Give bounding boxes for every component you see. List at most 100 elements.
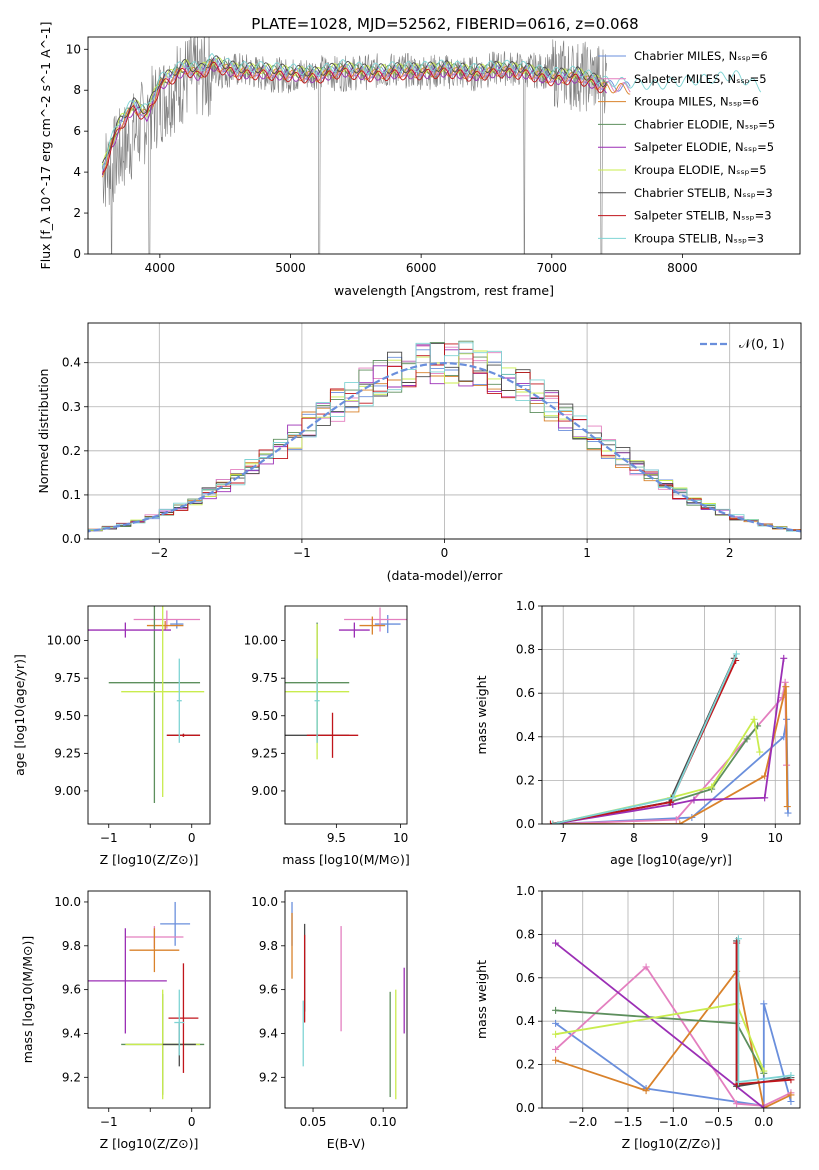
- y-tick-label: 9.25: [54, 746, 81, 760]
- weight-marker: [552, 1056, 560, 1064]
- y-axis-label: Normed distribution: [36, 369, 51, 494]
- x-axis-label: mass [log10(M/M⊙)]: [282, 852, 410, 867]
- weight-marker: [750, 715, 758, 723]
- weight-vs-age-panel: 7 8 9 10 0.0 0.2 0.4 0.6 0.8 1.0 age [log10(age/yr…: [474, 599, 801, 867]
- x-tick-label: 8: [630, 831, 638, 845]
- y-axis-label: mass [log10(M/M⊙)]: [20, 936, 35, 1064]
- x-tick-label: 2: [726, 546, 734, 560]
- axes-frame: [87, 36, 801, 255]
- mass-vs-ebv-panel: 0.05 0.10 9.2 9.4 9.6 9.8 10.0 E(B-V): [251, 890, 408, 1151]
- weight-marker: [734, 1078, 742, 1086]
- weight-marker: [669, 794, 677, 802]
- x-tick-label: −1: [100, 1115, 118, 1129]
- y-tick-label: 10.00: [47, 634, 81, 648]
- plot-area: [88, 340, 801, 534]
- weight-marker: [787, 1097, 795, 1105]
- y-tick-label: 0.2: [62, 444, 81, 458]
- y-axis-label: age [log10(age/yr)]: [12, 654, 27, 776]
- x-tick-label: 0: [441, 546, 449, 560]
- weight-marker: [756, 748, 764, 756]
- y-tick-label: 9.00: [251, 784, 278, 798]
- y-axis-label: Flux [f_λ 10^-17 erg cm^-2 s^-1 A^-1]: [38, 22, 53, 270]
- weight-marker: [780, 654, 788, 662]
- y-axis-label: mass weight: [474, 675, 489, 754]
- y-tick-label: 0.6: [516, 686, 535, 700]
- weight-marker: [690, 796, 698, 804]
- axes-frame: [87, 605, 211, 825]
- spectrum-legend: Chabrier MILES, Nₛₛₚ=6 Salpeter MILES, Nₛ…: [598, 49, 775, 245]
- y-tick-label: 9.4: [259, 1026, 278, 1040]
- x-tick-label: 0.05: [300, 1115, 327, 1129]
- x-tick-label: 10: [393, 831, 408, 845]
- y-tick-label: 9.2: [62, 1070, 81, 1084]
- age-vs-mass-panel: 9.5 10 9.00 9.25 9.50 9.75 10.00 mass [log10(M/…: [244, 605, 410, 867]
- legend-label: Kroupa MILES, Nₛₛₚ=6: [634, 95, 759, 109]
- y-tick-label: 0.3: [62, 400, 81, 414]
- y-tick-label: 9.25: [251, 746, 278, 760]
- weight-marker: [732, 650, 740, 658]
- weight-marker: [761, 794, 769, 802]
- model-line-6: [101, 55, 607, 164]
- axes-frame: [87, 322, 802, 540]
- weight-line-3: [552, 725, 759, 824]
- y-tick-label: 6: [73, 124, 81, 138]
- x-tick-label: −0.5: [704, 1115, 733, 1129]
- weight-marker: [676, 820, 684, 824]
- weight-marker: [787, 1071, 795, 1079]
- axes-frame: [541, 890, 801, 1109]
- legend-label: Chabrier STELIB, Nₛₛₚ=3: [634, 186, 773, 200]
- y-tick-label: 1.0: [516, 884, 535, 898]
- y-tick-label: 9.2: [259, 1070, 278, 1084]
- plot-area: [88, 901, 205, 1100]
- weight-line-8: [552, 653, 738, 824]
- weight-marker: [782, 683, 790, 691]
- weight-marker: [552, 1045, 560, 1053]
- weight-marker: [667, 798, 675, 806]
- weight-marker: [781, 678, 789, 686]
- y-tick-label: 9.4: [62, 1026, 81, 1040]
- weight-vs-z-panel: −2.0 −1.5 −1.0 −0.5 0.0 0.0 0.2 0.4 0.6 0.8 1.0 Z […: [474, 884, 801, 1151]
- legend-label: Chabrier MILES, Nₛₛₚ=6: [634, 49, 768, 63]
- y-tick-label: 2: [73, 206, 81, 220]
- weight-marker: [642, 1087, 650, 1095]
- x-tick-label: 6000: [406, 261, 437, 275]
- y-tick-label: 0.0: [516, 817, 535, 831]
- legend-label: Kroupa ELODIE, Nₛₛₚ=5: [634, 163, 767, 177]
- residuals-panel: −2 −1 0 1 2 0.0 0.1 0.2 0.3 0.4 (data-model)/error…: [36, 322, 802, 583]
- legend-label: Salpeter STELIB, Nₛₛₚ=3: [634, 209, 772, 223]
- plot-area: [101, 37, 762, 254]
- gaussian-curve: [88, 361, 801, 533]
- x-tick-label: 0.10: [370, 1115, 397, 1129]
- y-tick-label: 9.50: [251, 709, 278, 723]
- axes-frame: [284, 890, 408, 1109]
- weight-marker: [760, 1000, 768, 1008]
- y-tick-label: 0.2: [516, 1058, 535, 1072]
- y-tick-label: 0.4: [62, 356, 81, 370]
- y-tick-label: 0.4: [516, 1014, 535, 1028]
- x-axis-label: (data-model)/error: [387, 568, 504, 583]
- weight-marker: [760, 1067, 768, 1075]
- x-tick-label: −2: [150, 546, 168, 560]
- y-tick-label: 0.1: [62, 488, 81, 502]
- y-tick-label: 9.6: [62, 983, 81, 997]
- y-tick-label: 0.8: [516, 927, 535, 941]
- x-tick-label: 1: [583, 546, 591, 560]
- weight-marker: [552, 1019, 560, 1027]
- spectrum-panel: 4000 5000 6000 7000 8000 0 2 4 6 8 10 wavelength [A…: [38, 22, 801, 298]
- weight-marker: [552, 1030, 560, 1038]
- y-tick-label: 9.50: [54, 709, 81, 723]
- x-axis-label: age [log10(age/yr)]: [610, 852, 732, 867]
- y-tick-label: 9.8: [62, 939, 81, 953]
- axes-frame: [87, 890, 211, 1109]
- y-tick-label: 9.75: [54, 671, 81, 685]
- y-axis-label: mass weight: [474, 960, 489, 1039]
- y-tick-label: 0.4: [516, 730, 535, 744]
- y-tick-label: 10.0: [54, 895, 81, 909]
- y-tick-label: 10: [66, 42, 81, 56]
- legend-label-gaussian: 𝒩(0, 1): [739, 336, 785, 351]
- weight-line-2: [552, 686, 789, 824]
- model-line-8: [102, 52, 762, 171]
- y-tick-label: 0.2: [516, 773, 535, 787]
- x-tick-label: 7000: [537, 261, 568, 275]
